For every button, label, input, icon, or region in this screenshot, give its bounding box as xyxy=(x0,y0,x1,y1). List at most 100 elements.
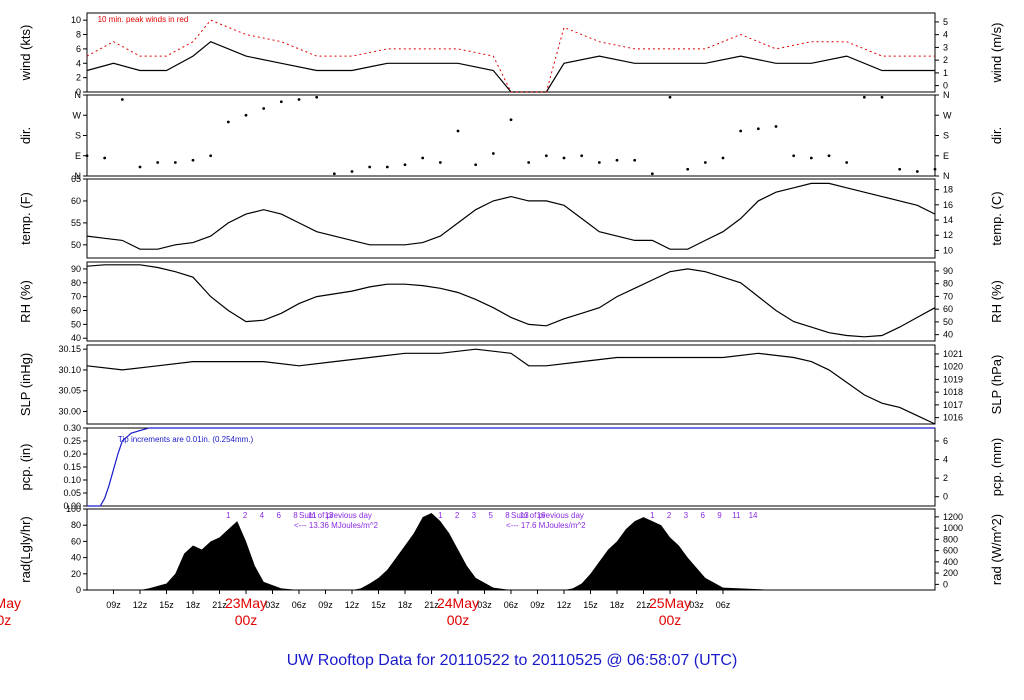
rh-rtick-label: 40 xyxy=(943,330,953,340)
wind-rtick-label: 2 xyxy=(943,55,948,65)
dir-point xyxy=(615,158,619,162)
rad-hour-marker: 1 xyxy=(226,511,231,520)
dir-point xyxy=(226,120,230,124)
x-tick-label: 09z xyxy=(530,600,545,610)
wind-ytick-label: 8 xyxy=(76,30,81,40)
slp-ylabel-right: SLP (hPa) xyxy=(989,355,1004,415)
dir-point xyxy=(933,167,937,171)
slp-rtick-label: 1017 xyxy=(943,400,963,410)
rad-hour-marker: 6 xyxy=(276,511,281,520)
pcp-ytick-label: 0.25 xyxy=(63,436,81,446)
page-title: UW Rooftop Data for 20110522 to 20110525… xyxy=(286,652,738,669)
x-tick-label: 18z xyxy=(186,600,201,610)
dir-ytick-label: W xyxy=(73,110,82,120)
dir-point xyxy=(862,95,866,99)
wind-rtick-label: 1 xyxy=(943,68,948,78)
slp-rtick-label: 1016 xyxy=(943,413,963,423)
x-tick-label: 03z xyxy=(689,600,704,610)
wind-rtick-label: 3 xyxy=(943,42,948,52)
dir-point xyxy=(297,98,301,101)
wind-ytick-label: 10 xyxy=(71,15,81,25)
slp-ytick-label: 30.10 xyxy=(58,365,81,375)
dir-point xyxy=(120,98,124,101)
rad-hour-marker: 2 xyxy=(455,511,460,520)
x-tick-label: 21z xyxy=(424,600,439,610)
rad-rtick-label: 600 xyxy=(943,546,958,556)
dir-point xyxy=(191,158,195,162)
temp-rtick-label: 10 xyxy=(943,245,953,255)
x-tick-label: 15z xyxy=(159,600,174,610)
dir-point xyxy=(438,161,442,164)
pcp-ytick-label: 0.15 xyxy=(63,462,81,472)
dir-point xyxy=(244,113,248,117)
dir-rtick-label: W xyxy=(943,110,952,120)
dir-ytick-label: E xyxy=(75,151,81,161)
temp-frame xyxy=(86,178,936,259)
rad-ytick-label: 0 xyxy=(76,585,81,595)
wind-frame xyxy=(86,12,936,93)
rad-hour-marker: 5 xyxy=(488,511,493,520)
dir-point xyxy=(156,161,160,164)
dir-point xyxy=(827,154,831,158)
pcp-rtick-label: 4 xyxy=(943,455,948,465)
rad-hour-marker: 13 xyxy=(325,511,334,520)
rad-ytick-label: 60 xyxy=(71,536,81,546)
dir-point xyxy=(650,172,654,176)
rad-rtick-label: 200 xyxy=(943,568,958,578)
dir-point xyxy=(209,154,213,158)
wind-annotation: 10 min. peak winds in red xyxy=(98,15,189,24)
rad-annotation: <--- 13.36 MJoules/m^2 xyxy=(294,521,379,530)
rad-hour-marker: 13 xyxy=(520,511,529,520)
pcp-ytick-label: 0.20 xyxy=(63,449,81,459)
dir-point xyxy=(474,163,478,167)
dir-point xyxy=(544,154,548,158)
wind-ytick-label: 6 xyxy=(76,44,81,54)
rh-frame xyxy=(86,261,936,342)
dir-point xyxy=(633,158,637,162)
dir-rtick-label: S xyxy=(943,131,949,141)
dir-point xyxy=(668,95,672,99)
rad-rtick-label: 400 xyxy=(943,557,958,567)
dir-ylabel-right: dir. xyxy=(989,127,1004,144)
wind-ytick-label: 2 xyxy=(76,73,81,83)
rh-ytick-label: 60 xyxy=(71,306,81,316)
rad-hour-marker: 8 xyxy=(505,511,510,520)
x-tick-label: 12z xyxy=(345,600,360,610)
rad-ytick-label: 20 xyxy=(71,569,81,579)
temp-ytick-label: 55 xyxy=(71,218,81,228)
dir-point xyxy=(138,165,142,169)
dir-point xyxy=(915,170,919,173)
dir-ytick-label: N xyxy=(75,90,82,100)
dir-point xyxy=(756,127,760,131)
dir-point xyxy=(385,165,389,169)
rad-hour-marker: 1 xyxy=(438,511,443,520)
wind-peak-series-line xyxy=(86,19,935,93)
temp-ytick-label: 50 xyxy=(71,240,81,250)
dir-point xyxy=(898,167,902,171)
rad-rtick-label: 0 xyxy=(943,579,948,589)
dir-point xyxy=(686,167,690,171)
wind-series-line xyxy=(86,41,935,93)
dir-rtick-label: N xyxy=(943,90,950,100)
dir-point xyxy=(562,156,566,160)
rad-hour-marker: 9 xyxy=(717,511,722,520)
day-label: 23May xyxy=(225,595,267,611)
dir-point xyxy=(580,154,584,158)
rh-ylabel: RH (%) xyxy=(18,280,33,323)
x-tick-label: 09z xyxy=(318,600,333,610)
dir-point xyxy=(262,107,266,110)
slp-ytick-label: 30.05 xyxy=(58,386,81,396)
rh-rtick-label: 80 xyxy=(943,279,953,289)
day-label-time: 00z xyxy=(447,612,470,628)
rad-hour-marker: 3 xyxy=(472,511,477,520)
temp-ylabel: temp. (F) xyxy=(18,192,33,245)
rad-ytick-label: 80 xyxy=(71,520,81,530)
x-tick-label: 12z xyxy=(133,600,148,610)
dir-point xyxy=(403,163,407,167)
slp-frame xyxy=(86,344,936,425)
x-tick-label: 03z xyxy=(265,600,280,610)
dir-point xyxy=(85,154,89,158)
pcp-ytick-label: 0.10 xyxy=(63,475,81,485)
dir-frame xyxy=(86,94,936,177)
rad-hour-marker: 8 xyxy=(293,511,298,520)
